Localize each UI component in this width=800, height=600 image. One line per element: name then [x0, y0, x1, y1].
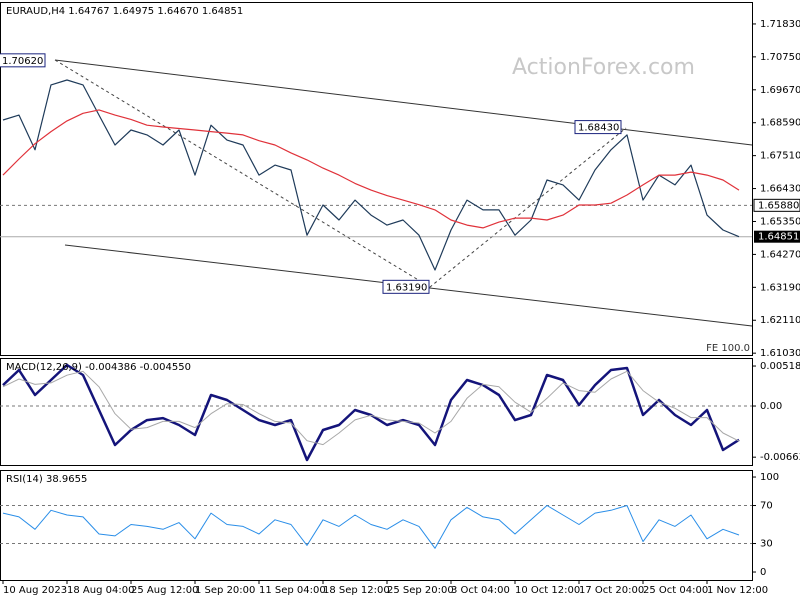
annotation-label: 1.63190 [386, 282, 427, 293]
panel-border [0, 2, 753, 356]
y-tick-label: 1.64270 [760, 249, 800, 260]
series-line [2, 505, 740, 549]
series-line [2, 370, 740, 446]
y-tick-label: 1.69670 [760, 85, 800, 96]
x-tick-label: 17 Oct 20:00 [579, 585, 644, 596]
y-tick-label: 0.005188 [760, 361, 800, 372]
y-tick-label: 1.71830 [760, 19, 800, 30]
annotation-box [0, 53, 46, 68]
x-tick-label: 25 Aug 12:00 [131, 585, 198, 596]
x-tick-label: 25 Oct 04:00 [643, 585, 708, 596]
annotation-box [574, 120, 622, 135]
annotation-box [382, 279, 430, 294]
x-tick-label: 11 Sep 04:00 [259, 585, 326, 596]
level-label: 1.65880 [758, 200, 799, 211]
annotation-label: 1.70620 [2, 56, 43, 67]
last-price-label: 1.64851 [758, 232, 799, 243]
x-tick-label: 1 Nov 12:00 [707, 585, 768, 596]
series-line [2, 79, 740, 271]
y-tick-label: 0.00 [760, 401, 782, 412]
x-tick-label: 18 Sep 12:00 [323, 585, 390, 596]
panel-border [0, 470, 753, 581]
panel-title: EURAUD,H4 1.64767 1.64975 1.64670 1.6485… [6, 6, 243, 17]
x-tick-label: 18 Aug 04:00 [67, 585, 134, 596]
y-tick-label: 1.62110 [760, 315, 800, 326]
channel-upper [54, 59, 753, 146]
x-tick-label: 25 Sep 20:00 [387, 585, 454, 596]
x-tick-label: 10 Aug 2023 [3, 585, 67, 596]
y-tick-label: -0.006635 [760, 452, 800, 463]
swing-path [54, 59, 627, 288]
panel-title: RSI(14) 38.9655 [6, 474, 87, 485]
y-tick-label: 30 [760, 539, 773, 550]
note: FE 100.0 [706, 343, 750, 354]
y-tick-label: 1.67510 [760, 151, 800, 162]
y-tick-label: 0 [760, 567, 766, 578]
panel-border [0, 358, 753, 466]
y-tick-label: 70 [760, 501, 773, 512]
y-tick-label: 100 [760, 472, 779, 483]
y-tick-label: 1.61030 [760, 348, 800, 359]
annotation-label: 1.68430 [578, 123, 619, 134]
last-price-box [754, 230, 800, 243]
y-tick-label: 1.70750 [760, 52, 800, 63]
y-tick-label: 1.66430 [760, 184, 800, 195]
y-tick-label: 1.63190 [760, 282, 800, 293]
watermark: ActionForex.com [512, 55, 695, 80]
x-tick-label: 10 Oct 12:00 [515, 585, 580, 596]
series-line [2, 109, 740, 229]
x-tick-label: 3 Oct 04:00 [451, 585, 510, 596]
y-tick-label: 1.68590 [760, 118, 800, 129]
y-tick-label: 1.65350 [760, 216, 800, 227]
x-tick-label: 1 Sep 20:00 [195, 585, 255, 596]
panel-title: MACD(12,26,9) -0.004386 -0.004550 [6, 362, 191, 373]
level-label-box [753, 198, 800, 212]
